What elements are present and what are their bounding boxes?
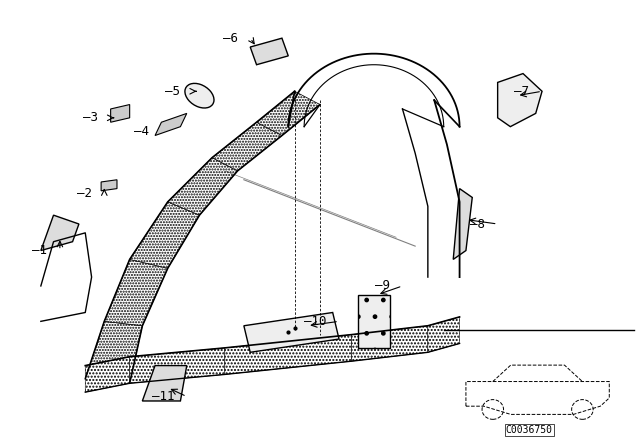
Text: —3: —3: [83, 111, 98, 124]
Polygon shape: [428, 317, 460, 352]
Polygon shape: [155, 113, 187, 135]
Text: —1: —1: [32, 244, 47, 257]
Polygon shape: [212, 122, 282, 171]
Text: —11: —11: [152, 390, 174, 403]
Polygon shape: [130, 348, 225, 383]
Polygon shape: [85, 321, 142, 383]
Polygon shape: [85, 357, 130, 392]
Text: C0036750: C0036750: [506, 425, 553, 435]
Text: —7: —7: [515, 85, 529, 98]
Polygon shape: [453, 189, 472, 259]
Text: —10: —10: [304, 315, 326, 328]
Polygon shape: [244, 313, 339, 352]
Polygon shape: [130, 202, 200, 268]
Polygon shape: [352, 326, 428, 361]
Polygon shape: [498, 73, 542, 127]
Text: —8: —8: [470, 217, 485, 231]
Polygon shape: [358, 295, 390, 348]
Text: —9: —9: [375, 280, 390, 293]
Text: —5: —5: [165, 85, 180, 98]
Polygon shape: [257, 91, 320, 135]
Text: —4: —4: [134, 125, 148, 138]
Text: —2: —2: [77, 186, 92, 199]
Text: —6: —6: [223, 32, 237, 45]
Polygon shape: [250, 38, 288, 65]
Polygon shape: [104, 259, 168, 326]
Polygon shape: [111, 104, 130, 122]
Polygon shape: [41, 215, 79, 250]
Ellipse shape: [185, 83, 214, 108]
Polygon shape: [142, 366, 187, 401]
Polygon shape: [101, 180, 117, 191]
Polygon shape: [225, 335, 352, 375]
Polygon shape: [168, 158, 237, 215]
